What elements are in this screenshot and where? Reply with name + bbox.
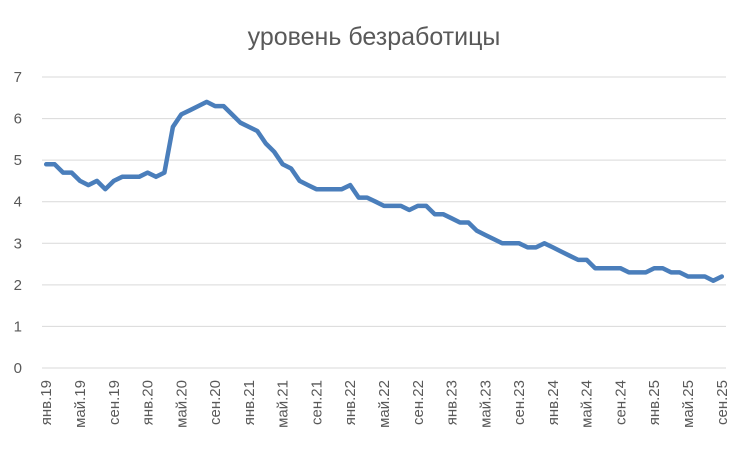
grid (42, 76, 726, 369)
x-tick-label: янв.25 (646, 380, 663, 425)
x-tick-label: сен.25 (714, 380, 731, 425)
y-tick-label: 7 (14, 69, 22, 86)
x-tick-label: май.19 (72, 380, 89, 428)
x-tick-label: сен.21 (308, 380, 325, 425)
y-axis: 0 1 2 3 4 5 6 7 (14, 69, 22, 377)
x-tick-label: янв.20 (140, 380, 157, 425)
x-tick-label: сен.20 (207, 380, 224, 425)
x-tick-label: сен.22 (410, 380, 427, 425)
x-tick-label: янв.22 (342, 380, 359, 425)
x-tick-label: май.24 (579, 380, 596, 428)
x-tick-label: сен.19 (106, 380, 123, 425)
x-tick-label: май.25 (680, 380, 697, 428)
y-tick-label: 1 (14, 318, 22, 335)
y-tick-label: 5 (14, 152, 22, 169)
x-tick-label: май.20 (173, 380, 190, 428)
x-tick-label: сен.24 (612, 380, 629, 425)
x-tick-label: май.22 (376, 380, 393, 428)
x-tick-label: янв.21 (241, 380, 258, 425)
y-tick-label: 3 (14, 235, 22, 252)
y-tick-label: 0 (14, 360, 22, 377)
x-tick-label: янв.19 (38, 380, 55, 425)
y-tick-label: 2 (14, 277, 22, 294)
series-line-0 (43, 99, 725, 283)
x-tick-label: май.23 (477, 380, 494, 428)
chart-title: уровень безработицы (248, 23, 501, 51)
x-axis: янв.19 май.19 сен.19 янв.20 май.20 сен.20 янв.… (38, 380, 731, 428)
y-tick-label: 6 (14, 111, 22, 128)
series-layer (43, 99, 725, 283)
y-tick-label: 4 (14, 194, 22, 211)
x-tick-label: янв.24 (545, 380, 562, 425)
x-tick-label: май.21 (275, 380, 292, 428)
x-tick-label: сен.23 (511, 380, 528, 425)
x-tick-label: янв.23 (444, 380, 461, 425)
